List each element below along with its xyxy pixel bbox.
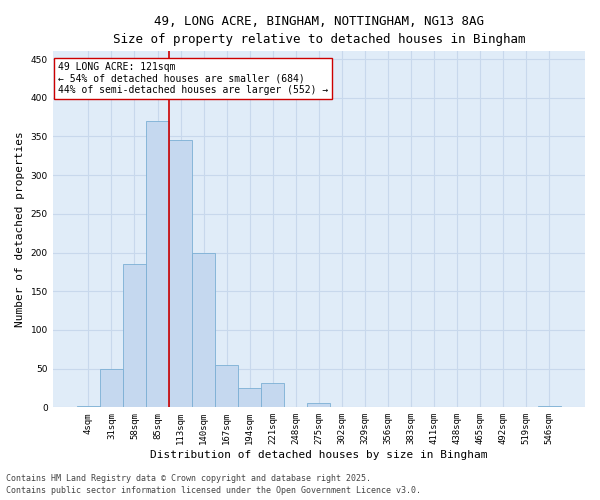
Text: 49 LONG ACRE: 121sqm
← 54% of detached houses are smaller (684)
44% of semi-deta: 49 LONG ACRE: 121sqm ← 54% of detached h… <box>58 62 328 95</box>
Y-axis label: Number of detached properties: Number of detached properties <box>15 132 25 327</box>
Bar <box>123 264 146 408</box>
Bar <box>77 406 100 407</box>
Title: 49, LONG ACRE, BINGHAM, NOTTINGHAM, NG13 8AG
Size of property relative to detach: 49, LONG ACRE, BINGHAM, NOTTINGHAM, NG13… <box>113 15 525 46</box>
X-axis label: Distribution of detached houses by size in Bingham: Distribution of detached houses by size … <box>150 450 488 460</box>
Bar <box>169 140 192 407</box>
Bar <box>307 402 331 407</box>
Bar <box>146 121 169 408</box>
Bar <box>192 252 215 408</box>
Bar <box>215 365 238 408</box>
Bar <box>100 368 123 408</box>
Text: Contains HM Land Registry data © Crown copyright and database right 2025.
Contai: Contains HM Land Registry data © Crown c… <box>6 474 421 495</box>
Bar <box>261 382 284 407</box>
Bar <box>538 406 561 407</box>
Bar <box>238 388 261 407</box>
